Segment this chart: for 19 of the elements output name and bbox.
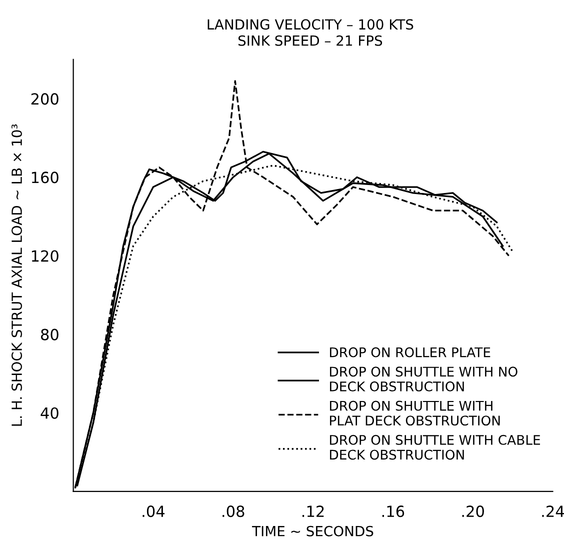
legend-label: DROP ON SHUTTLE WITH PLAT DECK OBSTRUCTION	[330, 400, 500, 426]
y-tick-label: 40	[40, 407, 58, 419]
x-tick-label: .16	[382, 506, 404, 518]
chart-title: LANDING VELOCITY – 100 KTS	[208, 19, 414, 30]
y-axis-title: L. H. SHOCK STRUT AXIAL LOAD ~ LB × 10³	[12, 124, 22, 426]
legend-label: DROP ON SHUTTLE WITH NO DECK OBSTRUCTION	[330, 366, 518, 392]
y-tick-label: 120	[32, 250, 58, 262]
y-tick-label: 80	[41, 328, 58, 340]
x-axis-title: TIME ~ SECONDS	[252, 526, 374, 536]
x-tick-label: .20	[462, 506, 484, 518]
x-tick-label: .04	[142, 506, 165, 518]
y-tick-label: 200	[31, 93, 58, 105]
legend-label: DROP ON SHUTTLE WITH CABLE DECK OBSTRUCTION	[330, 434, 540, 460]
x-tick-label: .08	[222, 506, 244, 518]
x-tick-label: .12	[302, 506, 324, 517]
legend-label: DROP ON ROLLER PLATE	[330, 347, 490, 358]
y-tick-label: 160	[32, 172, 58, 184]
chart-subtitle: SINK SPEED – 21 FPS	[238, 35, 382, 46]
x-tick-label: .24	[542, 506, 564, 517]
